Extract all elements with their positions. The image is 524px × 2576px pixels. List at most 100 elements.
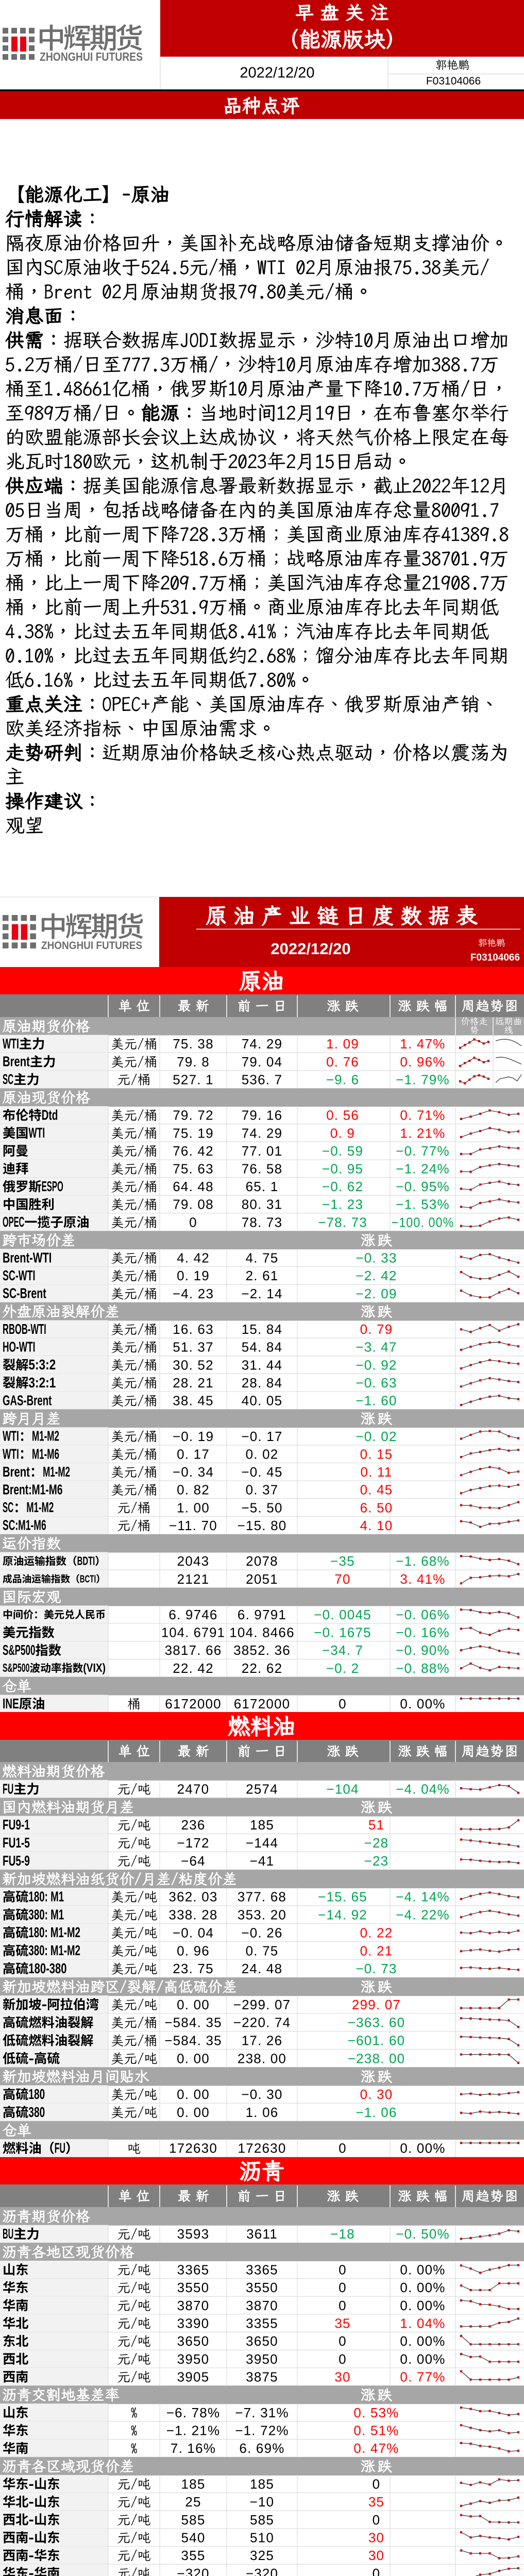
svg-text:−1. 53%: −1. 53%	[396, 1197, 450, 1212]
svg-text:−0. 2: −0. 2	[326, 1660, 360, 1676]
svg-text:−584. 35: −584. 35	[164, 2033, 222, 2048]
svg-text:17. 26: 17. 26	[242, 2033, 283, 2048]
svg-text:2022/12/20: 2022/12/20	[240, 65, 314, 81]
svg-text:F03104066: F03104066	[426, 75, 481, 87]
svg-text:25: 25	[185, 2494, 201, 2510]
svg-text:540: 540	[181, 2530, 206, 2545]
svg-text:0. 00%: 0. 00%	[400, 2298, 445, 2313]
svg-text:23. 75: 23. 75	[173, 1961, 214, 1976]
svg-text:6. 9791: 6. 9791	[238, 1607, 286, 1622]
svg-text:180: 180	[28, 2086, 45, 2102]
svg-text:0: 0	[373, 2512, 381, 2528]
svg-text:−320: −320	[246, 2566, 278, 2576]
svg-text:−4. 04%: −4. 04%	[396, 1782, 450, 1797]
svg-text:3611: 3611	[246, 2226, 278, 2242]
svg-text:377. 68: 377. 68	[238, 1889, 286, 1905]
svg-text:3817. 66: 3817. 66	[165, 1642, 222, 1658]
svg-text:−0. 34: −0. 34	[173, 1464, 214, 1480]
svg-text:−78. 73: −78. 73	[318, 1214, 367, 1230]
svg-text:−41: −41	[250, 1853, 275, 1869]
svg-text:WTI: WTI	[3, 1428, 19, 1444]
svg-text:−0. 1675: −0. 1675	[314, 1625, 371, 1640]
svg-text:2078: 2078	[246, 1553, 278, 1569]
svg-text:−584. 35: −584. 35	[164, 2015, 222, 2030]
svg-text:70: 70	[334, 1571, 350, 1587]
svg-text:−2. 09: −2. 09	[356, 1286, 397, 1301]
svg-text:325: 325	[250, 2548, 274, 2563]
svg-text:M1-M2: M1-M2	[43, 1464, 70, 1480]
svg-text:75. 38: 75. 38	[173, 1036, 214, 1052]
svg-text:3390: 3390	[177, 2316, 210, 2331]
svg-text:104. 8466: 104. 8466	[229, 1625, 294, 1640]
svg-text:1. 21%: 1. 21%	[400, 1125, 445, 1141]
svg-text:536. 7: 536. 7	[242, 1072, 283, 1087]
svg-text:−0. 30: −0. 30	[241, 2087, 282, 2102]
svg-text:0. 82: 0. 82	[177, 1482, 210, 1498]
svg-text:3593: 3593	[177, 2226, 210, 2242]
svg-text:-: -	[28, 2476, 34, 2492]
svg-text:−104: −104	[326, 1782, 359, 1797]
svg-text:−0. 62: −0. 62	[322, 1179, 363, 1194]
svg-text:0. 19: 0. 19	[177, 1268, 210, 1283]
svg-text:1. 00: 1. 00	[177, 1500, 210, 1515]
svg-text:79. 08: 79. 08	[173, 1197, 214, 1212]
svg-text:-: -	[28, 2512, 34, 2528]
svg-text:79. 04: 79. 04	[242, 1054, 283, 1070]
svg-text:INE: INE	[3, 1696, 19, 1711]
svg-text:−220. 74: −220. 74	[233, 2015, 291, 2030]
svg-text:0. 00: 0. 00	[177, 1997, 210, 2012]
svg-text:−35: −35	[330, 1553, 355, 1569]
svg-text:FU: FU	[55, 2140, 65, 2156]
svg-text:Brent: Brent	[3, 1464, 30, 1480]
svg-text:0. 45: 0. 45	[360, 1482, 393, 1498]
svg-text:−4. 14%: −4. 14%	[396, 1889, 450, 1905]
svg-text:0. 96: 0. 96	[177, 1943, 210, 1958]
svg-text:362. 03: 362. 03	[168, 1889, 217, 1905]
svg-text:4. 42: 4. 42	[177, 1250, 210, 1266]
svg-text:28. 84: 28. 84	[242, 1375, 283, 1391]
svg-text:6. 69%: 6. 69%	[239, 2441, 284, 2456]
svg-text:0. 15: 0. 15	[360, 1446, 393, 1462]
svg-text:79. 16: 79. 16	[242, 1108, 283, 1123]
svg-text:35: 35	[334, 2316, 350, 2331]
svg-text:338. 28: 338. 28	[168, 1907, 217, 1923]
svg-text:6. 50: 6. 50	[360, 1500, 393, 1515]
svg-text:SC-Brent: SC-Brent	[3, 1285, 46, 1301]
svg-text:(VIX): (VIX)	[83, 1661, 106, 1674]
svg-text:3875: 3875	[246, 2369, 278, 2385]
svg-text:0: 0	[373, 2477, 381, 2492]
svg-text:30. 52: 30. 52	[173, 1357, 214, 1372]
svg-text:6. 9746: 6. 9746	[168, 1607, 217, 1622]
svg-text:3870: 3870	[246, 2298, 278, 2313]
svg-text:Brent-WTI: Brent-WTI	[3, 1249, 52, 1265]
svg-text:238. 00: 238. 00	[238, 2050, 286, 2066]
svg-text:80. 31: 80. 31	[242, 1197, 283, 1212]
svg-text:0. 00: 0. 00	[177, 2087, 210, 2102]
svg-text:BDTI: BDTI	[77, 1554, 95, 1567]
svg-text:-: -	[28, 2547, 34, 2563]
svg-text:2574: 2574	[246, 1782, 278, 1797]
svg-text:22. 42: 22. 42	[173, 1660, 214, 1676]
svg-text:2043: 2043	[177, 1553, 210, 1569]
svg-text:−28: −28	[364, 1835, 389, 1851]
svg-text:54. 84: 54. 84	[242, 1340, 283, 1355]
svg-text:4. 75: 4. 75	[246, 1250, 279, 1266]
svg-text:74. 29: 74. 29	[242, 1125, 283, 1141]
svg-text:65. 1: 65. 1	[246, 1179, 279, 1194]
svg-text:172630: 172630	[238, 2141, 286, 2156]
svg-text:−0. 04: −0. 04	[173, 1925, 214, 1940]
svg-text:SC:M1-M6: SC:M1-M6	[3, 1517, 46, 1533]
svg-text:−14. 92: −14. 92	[318, 1907, 367, 1923]
svg-text:−0. 33: −0. 33	[356, 1250, 397, 1266]
svg-text:FU1-5: FU1-5	[3, 1835, 30, 1851]
svg-text:0. 00%: 0. 00%	[400, 2141, 445, 2156]
svg-text:64. 48: 64. 48	[173, 1179, 214, 1194]
svg-text:−0. 95: −0. 95	[322, 1161, 363, 1177]
svg-text:0. 77%: 0. 77%	[400, 2369, 445, 2385]
svg-text:0. 17: 0. 17	[177, 1446, 210, 1462]
svg-text:6172000: 6172000	[234, 1696, 291, 1711]
svg-text:51: 51	[368, 1817, 384, 1833]
svg-text:185: 185	[250, 2477, 274, 2492]
svg-text:HO-WTI: HO-WTI	[3, 1339, 36, 1355]
svg-text:−23: −23	[364, 1853, 389, 1869]
